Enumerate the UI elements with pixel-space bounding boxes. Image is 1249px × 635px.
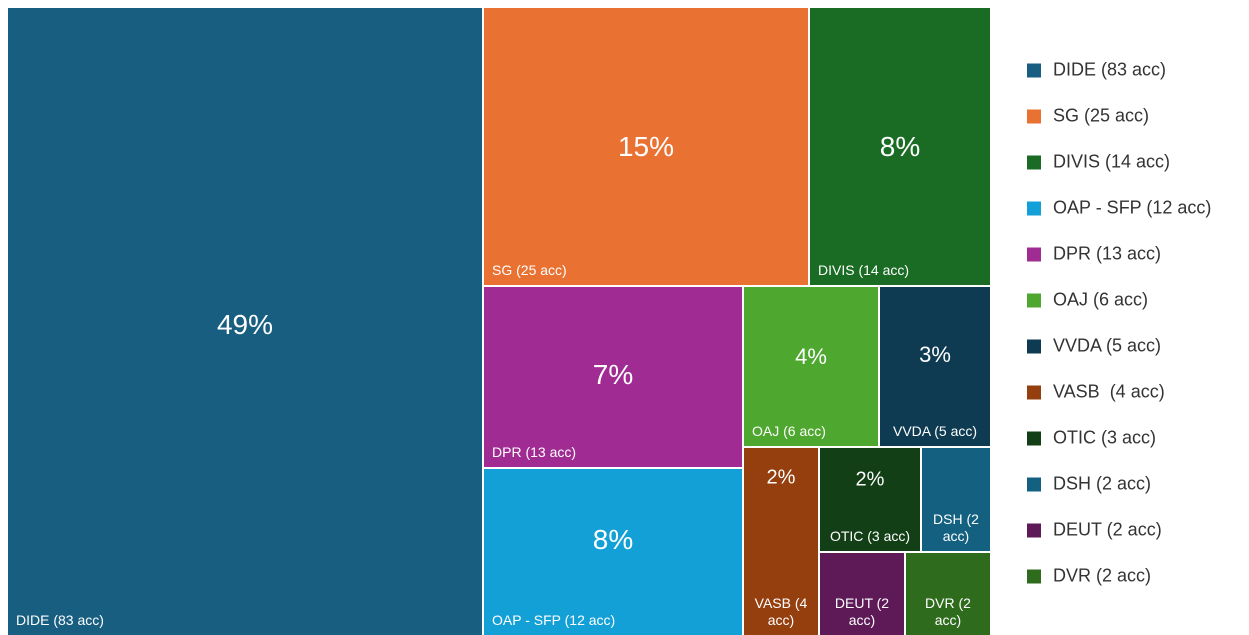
treemap-tile: 15% SG (25 acc) [484,8,808,285]
value-label: 49% [216,309,274,340]
treemap-tile: 7% DPR (13 acc) [484,287,742,467]
treemap-tile: 49% DIDE (83 acc) [8,8,482,635]
legend-swatch [1027,293,1041,307]
legend-label: VASB (4 acc) [1053,381,1165,402]
legend-item: DIVIS (14 acc) [1027,152,1170,173]
treemap-tile: 8% OAP - SFP (12 acc) [484,469,742,635]
value-label: 8% [592,524,634,555]
legend-item: DVR (2 acc) [1027,566,1151,587]
legend-swatch [1027,155,1041,169]
legend-label: DSH (2 acc) [1053,473,1152,494]
value-label: 8% [879,131,921,162]
tile-label: DIVIS (14 acc) [818,262,910,278]
legend-swatch [1027,247,1041,261]
legend-item: SG (25 acc) [1027,106,1149,127]
tile-label: DSH (2 acc) [933,511,979,544]
legend-swatch [1027,569,1041,583]
value-label: 4% [795,344,827,369]
legend-swatch [1027,63,1041,77]
legend-item: VASB (4 acc) [1027,382,1165,403]
legend-item: DPR (13 acc) [1027,244,1161,265]
legend-label: SG (25 acc) [1053,105,1150,126]
value-label: 7% [592,359,634,390]
tile-label: VASB (4 acc) [754,595,808,628]
legend-item: OAP - SFP (12 acc) [1027,198,1211,219]
treemap-tile: 2% OTIC (3 acc) [820,448,920,551]
value-label: 15% [617,131,675,162]
value-label: 3% [919,342,951,367]
tile-label: DPR (13 acc) [492,444,577,460]
legend-item: DSH (2 acc) [1027,474,1151,495]
legend-item: OAJ (6 acc) [1027,290,1148,311]
legend-label: OAP - SFP (12 acc) [1053,197,1212,218]
treemap-tile: DSH (2 acc) [922,448,990,551]
tile-label: SG (25 acc) [492,262,567,278]
legend-swatch [1027,385,1041,399]
legend-label: DVR (2 acc) [1053,565,1152,586]
legend-label: OAJ (6 acc) [1053,289,1149,310]
tile-label: VVDA (5 acc) [892,423,978,439]
legend-swatch [1027,477,1041,491]
legend-swatch [1027,431,1041,445]
legend-item: DIDE (83 acc) [1027,60,1166,81]
treemap-tile: 2% VASB (4 acc) [744,448,818,635]
tile-label: DVR (2 acc) [925,595,971,628]
legend-swatch [1027,339,1041,353]
legend-swatch [1027,201,1041,215]
treemap-tile: 3% VVDA (5 acc) [880,287,990,446]
value-label: 2% [766,466,796,489]
legend-swatch [1027,109,1041,123]
tile-label: OTIC (3 acc) [829,528,911,544]
tile-label: DIDE (83 acc) [16,612,104,628]
legend-swatch [1027,523,1041,537]
tile-label: OAP - SFP (12 acc) [492,612,616,628]
treemap-tile: 8% DIVIS (14 acc) [810,8,990,285]
treemap-tile: DEUT (2 acc) [820,553,904,635]
legend-item: DEUT (2 acc) [1027,520,1162,541]
legend-item: OTIC (3 acc) [1027,428,1156,449]
legend-label: VVDA (5 acc) [1053,335,1162,356]
legend-item: VVDA (5 acc) [1027,336,1161,357]
legend-label: DPR (13 acc) [1053,243,1162,264]
legend-label: DIVIS (14 acc) [1053,151,1171,172]
legend-label: OTIC (3 acc) [1053,427,1157,448]
treemap-tile: 4% OAJ (6 acc) [744,287,878,446]
treemap-tile: DVR (2 acc) [906,553,990,635]
tile-label: OAJ (6 acc) [752,423,826,439]
legend-label: DEUT (2 acc) [1053,519,1162,540]
value-label: 2% [855,468,885,491]
legend-label: DIDE (83 acc) [1053,59,1167,80]
tile-label: DEUT (2 acc) [834,595,890,628]
